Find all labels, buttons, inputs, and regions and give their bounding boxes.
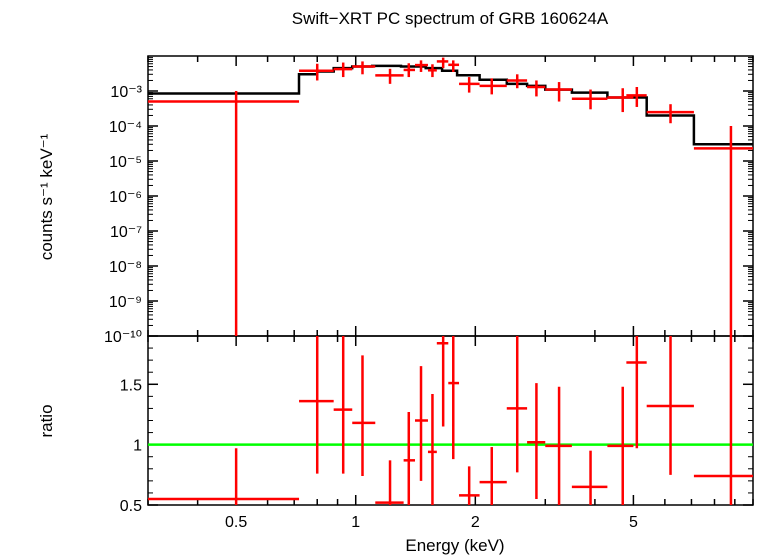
bottom-y-tick-label: 1 [133,438,142,455]
spectrum-data-point [375,68,404,84]
spectrum-data-point [479,78,507,95]
model-step-line [148,64,753,146]
top-y-tick-label: 10⁻⁸ [109,259,142,276]
ratio-data-point [506,336,528,473]
spectrum-data-point [527,80,546,97]
spectrum-data-point [607,88,634,113]
spectrum-data-point [506,74,528,89]
x-tick-label: 5 [629,514,638,531]
x-axis-label: Energy (keV) [405,536,504,555]
x-tick-label: 2 [471,514,480,531]
ratio-data-point [427,393,437,505]
ratio-data-point [646,336,694,475]
top-y-tick-label: 10⁻⁷ [110,224,142,241]
chart-title: Swift−XRT PC spectrum of GRB 160624A [292,9,609,28]
spectrum-data-point [626,87,647,107]
ratio-data-point [352,355,376,477]
ratio-data-point [459,466,480,505]
spectrum-data-point [459,77,480,93]
top-y-tick-label: 10⁻⁵ [109,154,142,171]
spectrum-data-point [545,82,572,102]
bottom-panel-frame [147,335,754,506]
ratio-data-point [375,460,404,505]
spectrum-data-point [646,104,694,124]
top-y-tick-label: 10⁻⁹ [109,294,142,311]
ratio-data-point [545,386,572,505]
plot-layer: 0.5 1 2 5 10⁻¹⁰ 10⁻⁹ 10⁻⁸ 10⁻⁷ 10⁻⁶ 10⁻⁵ 10⁻⁴ 10⁻³ 0… [104,55,754,531]
spectrum-data-point [415,60,428,72]
spectrum-data-point [148,91,300,336]
bottom-y-tick-label: 0.5 [120,498,142,515]
ratio-data-point [448,336,460,460]
spectrum-data-point [333,62,353,78]
x-tick-label: 0.5 [225,514,247,531]
ratio-data-point [403,412,416,505]
spectrum-data-point [448,60,460,72]
top-y-tick-label: 10⁻⁴ [109,119,142,136]
ratio-data-point [436,336,449,427]
top-panel-frame [147,55,754,337]
ratio-data-point [607,386,634,505]
top-y-tick-label: 10⁻⁶ [109,189,142,206]
ratio-data-point [299,336,334,474]
x-tick-label: 1 [351,514,360,531]
ratio-data-point [626,336,647,449]
ratio-data-point [148,448,300,505]
ratio-data-point [693,336,753,505]
ratio-data-point [479,447,507,505]
ratio-data-point [333,336,353,474]
spectrum-data-point [427,64,437,78]
ratio-data-point [571,450,608,505]
top-y-axis-label: counts s⁻¹ keV⁻¹ [37,133,56,260]
spectrum-data-point [299,63,334,81]
spectrum-data-point [571,89,608,110]
top-y-tick-label: 10⁻³ [110,84,142,101]
top-y-tick-label: 10⁻¹⁰ [104,329,142,346]
ratio-data-point [527,383,546,499]
spectrum-data-point [403,63,416,78]
spectrum-data-point [693,126,753,336]
ratio-data-point [415,366,428,481]
bottom-y-tick-label: 1.5 [120,377,142,394]
spectrum-data-point [352,61,376,75]
bottom-y-axis-label: ratio [37,404,56,437]
spectrum-data-point [436,57,449,69]
